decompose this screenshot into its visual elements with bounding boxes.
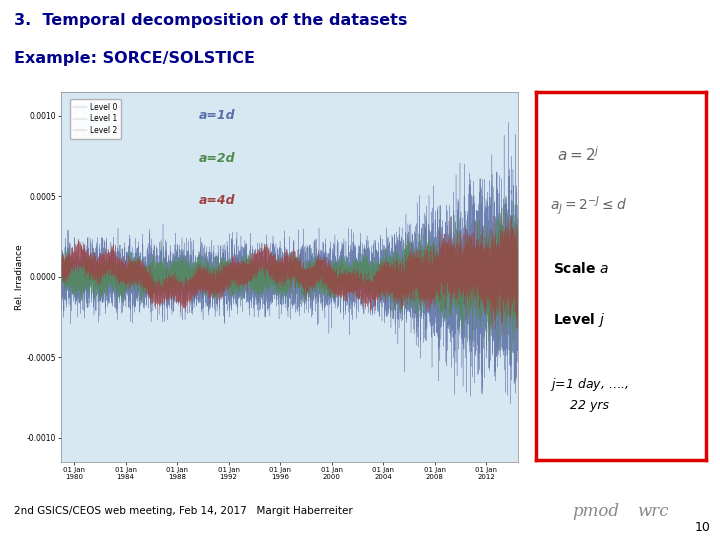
- Level 0: [265, 253, 274, 259]
- Text: a=4d: a=4d: [199, 194, 235, 207]
- Level 2: [476, 258, 485, 265]
- Level 0: [268, 282, 276, 289]
- Line: Level 2: Level 2: [61, 213, 518, 335]
- Text: a=1d: a=1d: [199, 109, 235, 123]
- Text: Example: SORCE/SOLSTICE: Example: SORCE/SOLSTICE: [14, 51, 256, 65]
- Level 0: [476, 322, 485, 329]
- Level 0: [57, 267, 66, 273]
- Level 0: [506, 400, 515, 407]
- Level 1: [502, 193, 510, 199]
- Level 1: [514, 274, 523, 281]
- Level 2: [125, 278, 133, 284]
- Level 1: [117, 279, 126, 286]
- Level 0: [214, 249, 222, 255]
- Level 0: [117, 279, 126, 286]
- Level 2: [117, 265, 126, 272]
- Text: Scale $a$: Scale $a$: [553, 261, 610, 276]
- Level 1: [214, 255, 222, 261]
- Level 1: [476, 323, 485, 330]
- Text: 3.  Temporal decomposition of the datasets: 3. Temporal decomposition of the dataset…: [14, 12, 408, 28]
- Level 1: [268, 261, 276, 267]
- Text: pmod: pmod: [572, 503, 619, 521]
- Level 1: [265, 275, 274, 281]
- Level 2: [514, 259, 523, 265]
- Text: wrc: wrc: [637, 503, 669, 521]
- Level 2: [214, 274, 222, 280]
- Level 2: [57, 273, 66, 279]
- Level 1: [125, 273, 133, 279]
- Line: Level 0: Level 0: [61, 122, 518, 403]
- Level 1: [57, 278, 66, 285]
- Y-axis label: Rel. Irradiance: Rel. Irradiance: [15, 244, 24, 309]
- Level 2: [498, 332, 506, 338]
- Level 0: [504, 119, 513, 125]
- Text: 10: 10: [695, 521, 711, 535]
- Legend: Level 0, Level 1, Level 2: Level 0, Level 1, Level 2: [70, 99, 122, 139]
- Level 0: [125, 285, 133, 291]
- Text: $j$=1 day, ….,
     22 yrs: $j$=1 day, …., 22 yrs: [550, 376, 629, 412]
- Level 2: [502, 210, 510, 217]
- Level 2: [265, 259, 274, 266]
- Text: Level $j$: Level $j$: [553, 311, 606, 329]
- Text: $a_J = 2^{-J} \leq d$: $a_J = 2^{-J} \leq d$: [550, 194, 627, 218]
- Level 1: [506, 357, 515, 363]
- Text: $a = 2^j$: $a = 2^j$: [557, 145, 600, 164]
- Level 0: [514, 333, 523, 339]
- Line: Level 1: Level 1: [61, 196, 518, 360]
- Text: a=2d: a=2d: [199, 152, 235, 165]
- Text: 2nd GSICS/CEOS web meeting, Feb 14, 2017   Margit Haberreiter: 2nd GSICS/CEOS web meeting, Feb 14, 2017…: [14, 506, 353, 516]
- Level 2: [268, 271, 276, 277]
